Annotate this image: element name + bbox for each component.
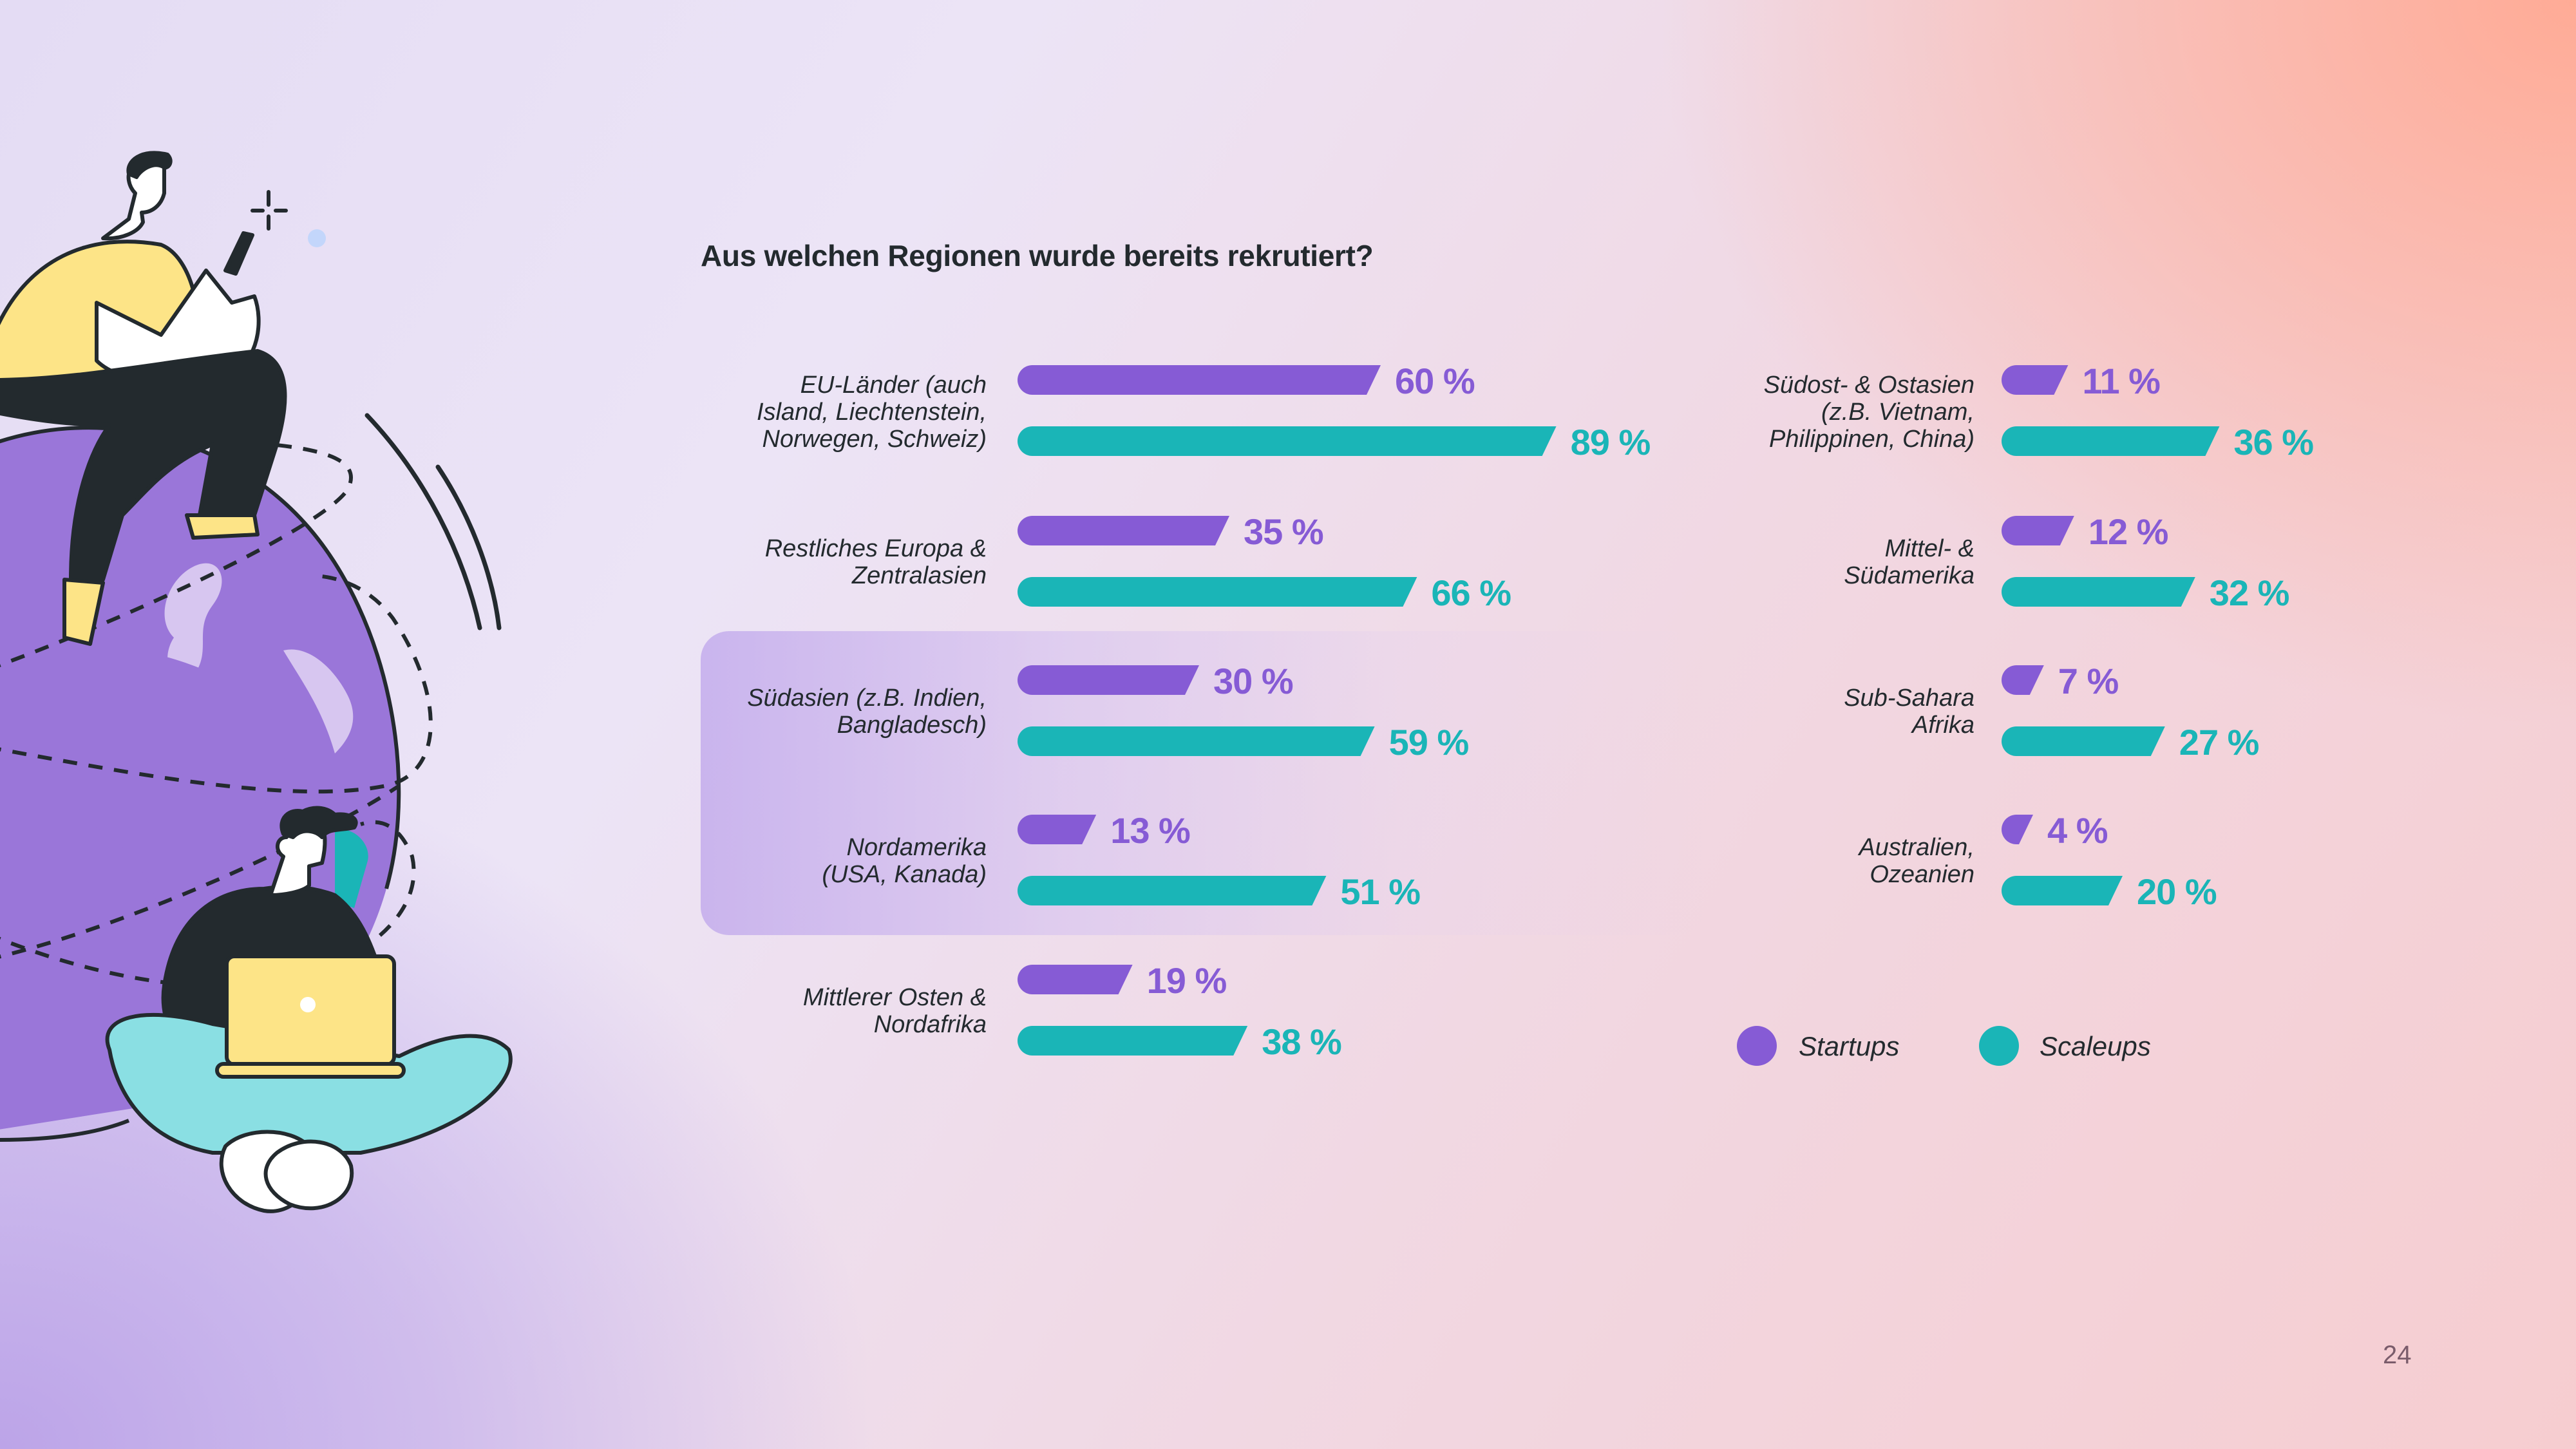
bar-scaleups	[1018, 876, 1327, 905]
value-label-startups: 60 %	[1395, 361, 1475, 401]
bar-startups	[2002, 665, 2044, 695]
page-number: 24	[2383, 1341, 2412, 1369]
value-label-startups: 12 %	[2088, 511, 2169, 552]
category-label: Südost- & Ostasien (z.B. Vietnam, Philip…	[1763, 372, 1975, 453]
value-label-scaleups: 59 %	[1388, 722, 1470, 762]
chart-title: Aus welchen Regionen wurde bereits rekru…	[701, 239, 1374, 272]
legend-label-scaleups: Scaleups	[2040, 1031, 2151, 1061]
person-with-laptop	[105, 806, 513, 1213]
category-label: Südasien (z.B. Indien, Bangladesch)	[747, 685, 987, 739]
illustration-globe-people	[0, 151, 513, 1213]
value-label-startups: 35 %	[1244, 511, 1324, 552]
value-label-scaleups: 32 %	[2209, 573, 2290, 613]
value-label-scaleups: 51 %	[1340, 871, 1421, 912]
value-label-scaleups: 66 %	[1431, 573, 1511, 613]
bar-startups	[2002, 516, 2074, 545]
bar-startups	[2002, 815, 2033, 844]
value-label-scaleups: 27 %	[2179, 722, 2260, 762]
value-label-scaleups: 89 %	[1570, 422, 1651, 462]
bar-startups	[2002, 365, 2069, 395]
value-label-startups: 13 %	[1110, 810, 1191, 851]
signal-icon	[365, 413, 502, 630]
category-label: Mittlerer Osten & Nordafrika	[802, 984, 987, 1038]
bar-scaleups	[2002, 577, 2195, 607]
value-label-scaleups: 38 %	[1262, 1021, 1342, 1062]
value-label-startups: 19 %	[1146, 960, 1227, 1001]
sparkle-icon	[251, 190, 288, 231]
category-label: Australien, Ozeanien	[1859, 834, 1975, 888]
bar-scaleups	[1018, 577, 1417, 607]
value-label-startups: 11 %	[2082, 361, 2161, 401]
bar-startups	[1018, 365, 1381, 395]
value-label-scaleups: 20 %	[2137, 871, 2217, 912]
category-label: Sub-Sahara Afrika	[1844, 685, 1975, 739]
value-label-startups: 7 %	[2058, 661, 2119, 701]
category-label: Mittel- & Südamerika	[1844, 535, 1975, 589]
bar-startups	[1018, 815, 1097, 844]
legend-label-startups: Startups	[1799, 1031, 1900, 1061]
legend-dot-scaleups	[1979, 1026, 2019, 1066]
value-label-startups: 30 %	[1213, 661, 1294, 701]
dot-icon	[308, 229, 326, 247]
bar-scaleups	[2002, 876, 2123, 905]
category-label: EU-Länder (auch Island, Liechtenstein, N…	[756, 372, 987, 453]
legend-dot-startups	[1737, 1026, 1777, 1066]
person-with-phone	[0, 151, 287, 646]
bar-startups	[1018, 516, 1229, 545]
bar-scaleups	[1018, 726, 1375, 756]
category-label: Restliches Europa & Zentralasien	[764, 535, 987, 589]
bar-startups	[1018, 965, 1133, 994]
bar-scaleups	[1018, 426, 1557, 456]
bar-startups	[1018, 665, 1199, 695]
value-label-startups: 4 %	[2047, 810, 2108, 851]
bar-scaleups	[2002, 726, 2165, 756]
bar-scaleups	[1018, 1026, 1248, 1056]
category-label: Nordamerika (USA, Kanada)	[822, 834, 987, 888]
orbit-lines	[0, 442, 433, 989]
bar-scaleups	[2002, 426, 2220, 456]
value-label-scaleups: 36 %	[2233, 422, 2314, 462]
